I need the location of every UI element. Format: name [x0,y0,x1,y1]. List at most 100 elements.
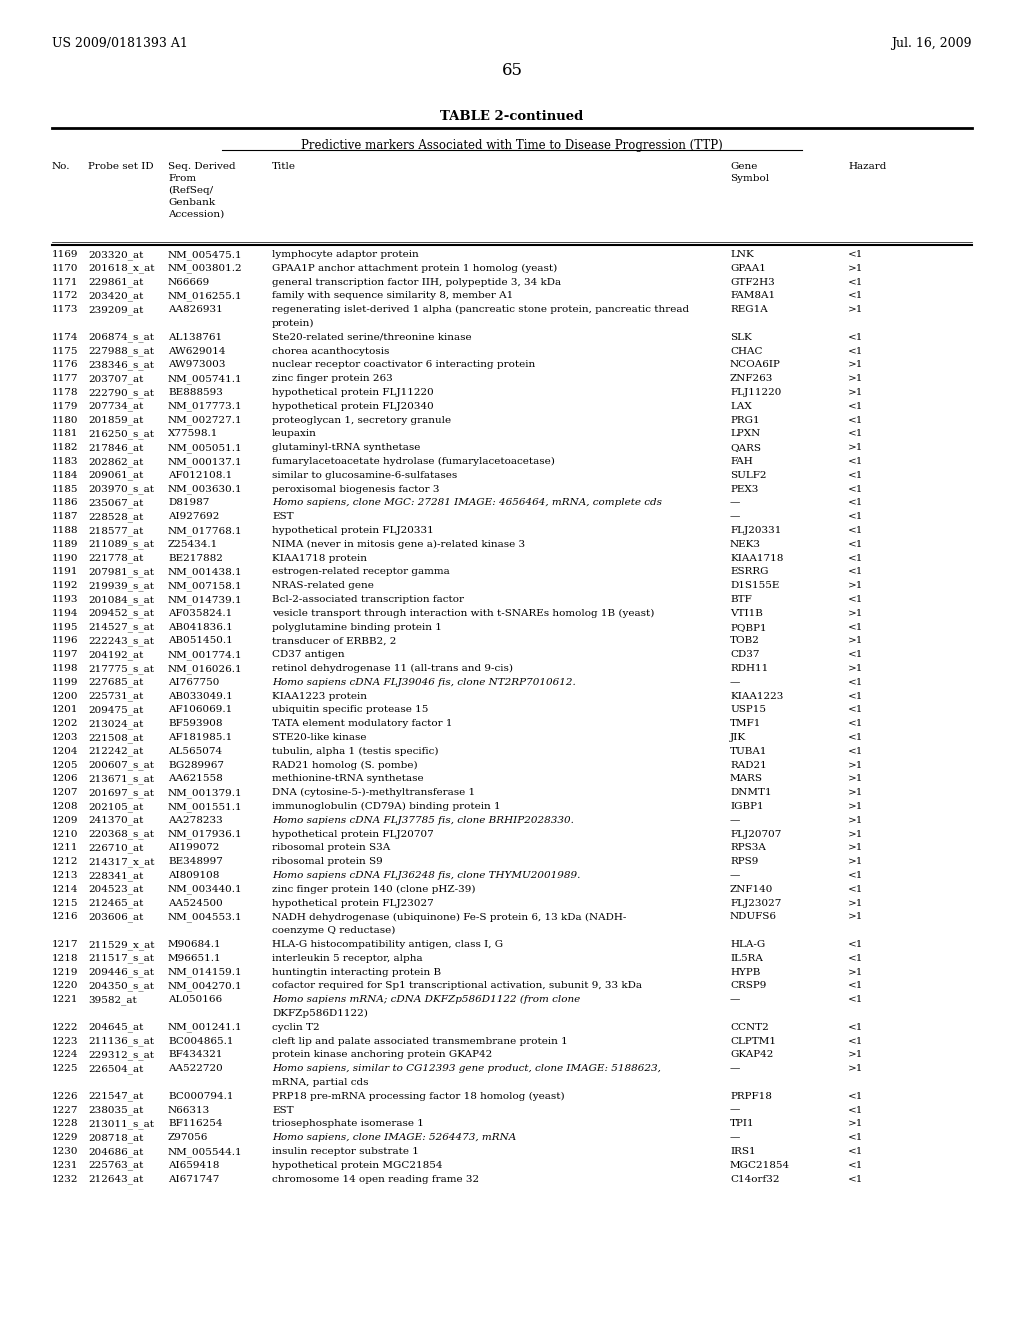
Text: 203320_at: 203320_at [88,249,143,260]
Text: Homo sapiens, clone MGC: 27281 IMAGE: 4656464, mRNA, complete cds: Homo sapiens, clone MGC: 27281 IMAGE: 46… [272,499,662,507]
Text: >1: >1 [848,843,863,853]
Text: 217775_s_at: 217775_s_at [88,664,154,673]
Text: PRP18 pre-mRNA processing factor 18 homolog (yeast): PRP18 pre-mRNA processing factor 18 homo… [272,1092,564,1101]
Text: KIAA1223 protein: KIAA1223 protein [272,692,367,701]
Text: 1198: 1198 [52,664,79,673]
Text: 1224: 1224 [52,1051,79,1060]
Text: methionine-tRNA synthetase: methionine-tRNA synthetase [272,775,424,783]
Text: AL050166: AL050166 [168,995,222,1005]
Text: BC004865.1: BC004865.1 [168,1036,233,1045]
Text: hypothetical protein FLJ20707: hypothetical protein FLJ20707 [272,829,434,838]
Text: >1: >1 [848,816,863,825]
Text: 1170: 1170 [52,264,79,273]
Text: NM_014739.1: NM_014739.1 [168,595,243,605]
Text: <1: <1 [848,1092,863,1101]
Text: <1: <1 [848,651,863,659]
Text: 1172: 1172 [52,292,79,301]
Text: hypothetical protein MGC21854: hypothetical protein MGC21854 [272,1160,442,1170]
Text: 217846_at: 217846_at [88,444,143,453]
Text: NM_017773.1: NM_017773.1 [168,401,243,412]
Text: —: — [730,1133,740,1142]
Text: 211089_s_at: 211089_s_at [88,540,154,549]
Text: BC000794.1: BC000794.1 [168,1092,233,1101]
Text: >1: >1 [848,775,863,783]
Text: 241370_at: 241370_at [88,816,143,825]
Text: 1195: 1195 [52,623,79,631]
Text: <1: <1 [848,692,863,701]
Text: 1222: 1222 [52,1023,79,1032]
Text: 204686_at: 204686_at [88,1147,143,1156]
Text: AW629014: AW629014 [168,347,225,355]
Text: 203606_at: 203606_at [88,912,143,923]
Text: <1: <1 [848,1147,863,1156]
Text: KIAA1718: KIAA1718 [730,553,783,562]
Text: hypothetical protein FLJ20340: hypothetical protein FLJ20340 [272,401,434,411]
Text: polyglutamine binding protein 1: polyglutamine binding protein 1 [272,623,442,631]
Text: <1: <1 [848,512,863,521]
Text: 1202: 1202 [52,719,79,729]
Text: <1: <1 [848,416,863,425]
Text: cleft lip and palate associated transmembrane protein 1: cleft lip and palate associated transmem… [272,1036,567,1045]
Text: GTF2H3: GTF2H3 [730,277,775,286]
Text: NM_003801.2: NM_003801.2 [168,264,243,273]
Text: 1229: 1229 [52,1133,79,1142]
Text: LNK: LNK [730,249,754,259]
Text: Bcl-2-associated transcription factor: Bcl-2-associated transcription factor [272,595,464,605]
Text: CD37 antigen: CD37 antigen [272,651,345,659]
Text: CCNT2: CCNT2 [730,1023,769,1032]
Text: 213671_s_at: 213671_s_at [88,775,154,784]
Text: 203970_s_at: 203970_s_at [88,484,154,494]
Text: AF035824.1: AF035824.1 [168,609,232,618]
Text: 1218: 1218 [52,954,79,962]
Text: >1: >1 [848,1051,863,1060]
Text: NDUFS6: NDUFS6 [730,912,777,921]
Text: LAX: LAX [730,401,752,411]
Text: 229861_at: 229861_at [88,277,143,288]
Text: BF116254: BF116254 [168,1119,222,1129]
Text: <1: <1 [848,249,863,259]
Text: 1187: 1187 [52,512,79,521]
Text: <1: <1 [848,540,863,549]
Text: —: — [730,677,740,686]
Text: NM_017936.1: NM_017936.1 [168,829,243,840]
Text: —: — [730,1064,740,1073]
Text: Ste20-related serine/threonine kinase: Ste20-related serine/threonine kinase [272,333,472,342]
Text: 1204: 1204 [52,747,79,756]
Text: retinol dehydrogenase 11 (all-trans and 9-cis): retinol dehydrogenase 11 (all-trans and … [272,664,513,673]
Text: AI199072: AI199072 [168,843,219,853]
Text: <1: <1 [848,1160,863,1170]
Text: >1: >1 [848,968,863,977]
Text: NM_001774.1: NM_001774.1 [168,651,243,660]
Text: 1178: 1178 [52,388,79,397]
Text: NEK3: NEK3 [730,540,761,549]
Text: RAD21 homolog (S. pombe): RAD21 homolog (S. pombe) [272,760,418,770]
Text: cyclin T2: cyclin T2 [272,1023,319,1032]
Text: RPS3A: RPS3A [730,843,766,853]
Text: NM_003630.1: NM_003630.1 [168,484,243,494]
Text: KIAA1718 protein: KIAA1718 protein [272,553,367,562]
Text: estrogen-related receptor gamma: estrogen-related receptor gamma [272,568,450,577]
Text: mRNA, partial cds: mRNA, partial cds [272,1078,369,1086]
Text: 209061_at: 209061_at [88,471,143,480]
Text: chorea acanthocytosis: chorea acanthocytosis [272,347,389,355]
Text: 238035_at: 238035_at [88,1106,143,1115]
Text: ESRRG: ESRRG [730,568,768,577]
Text: 222243_s_at: 222243_s_at [88,636,154,645]
Text: 1199: 1199 [52,677,79,686]
Text: 1191: 1191 [52,568,79,577]
Text: AL138761: AL138761 [168,333,222,342]
Text: CRSP9: CRSP9 [730,981,766,990]
Text: 239209_at: 239209_at [88,305,143,315]
Text: NM_016255.1: NM_016255.1 [168,292,243,301]
Text: <1: <1 [848,471,863,479]
Text: 1220: 1220 [52,981,79,990]
Text: 1206: 1206 [52,775,79,783]
Text: AB051450.1: AB051450.1 [168,636,232,645]
Text: >1: >1 [848,444,863,453]
Text: 211517_s_at: 211517_s_at [88,954,154,964]
Text: CHAC: CHAC [730,347,763,355]
Text: 1228: 1228 [52,1119,79,1129]
Text: NRAS-related gene: NRAS-related gene [272,581,374,590]
Text: 1223: 1223 [52,1036,79,1045]
Text: 209446_s_at: 209446_s_at [88,968,154,977]
